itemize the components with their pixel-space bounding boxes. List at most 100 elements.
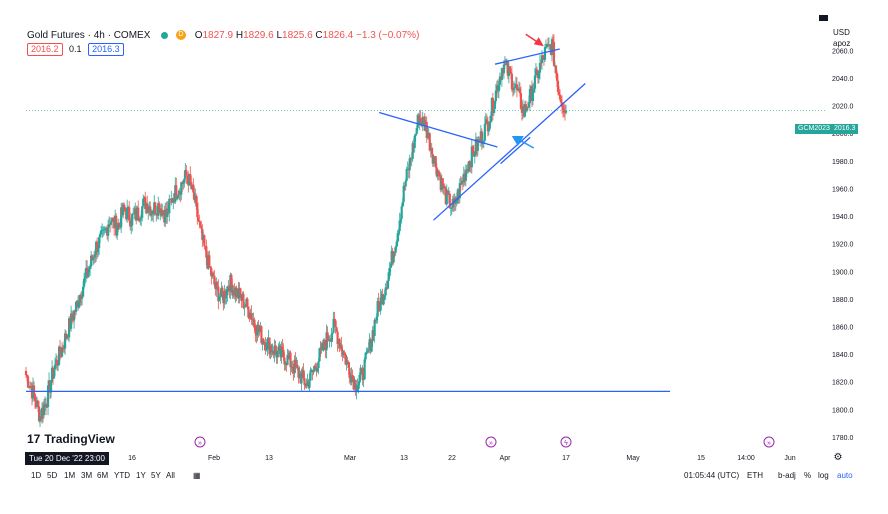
range-3m-button[interactable]: 3M <box>81 471 93 480</box>
x-tick-label: Feb <box>208 455 220 462</box>
candle-body <box>370 341 373 352</box>
back-adjust-button[interactable]: b-adj <box>778 471 796 480</box>
candle-body <box>554 65 558 73</box>
candle-body <box>305 383 308 387</box>
event-icon[interactable] <box>763 436 775 448</box>
candle-body <box>146 203 149 213</box>
candle-body <box>244 306 247 308</box>
auto-scale-button[interactable]: auto <box>837 471 853 480</box>
range-5d-button[interactable]: 5D <box>47 471 58 480</box>
candle-body <box>401 201 404 207</box>
x-tick-label: 22 <box>448 455 456 462</box>
candle-body <box>141 206 144 218</box>
candle-body <box>533 75 537 89</box>
candle-body <box>189 174 192 183</box>
ask-button[interactable]: 2016.3 <box>88 43 124 56</box>
candle-body <box>99 233 102 238</box>
candle-body <box>446 190 449 195</box>
candle-body <box>493 101 496 109</box>
candle-body <box>147 209 150 213</box>
candle-body <box>389 263 392 268</box>
x-tick-label: Apr <box>500 455 512 462</box>
clock-display[interactable]: 01:05:44 (UTC) <box>684 471 740 480</box>
candle-body <box>124 207 127 212</box>
candle-body <box>210 268 213 277</box>
scale-mode-select[interactable]: apoz <box>833 39 851 48</box>
candle-body <box>356 385 359 391</box>
range-6m-button[interactable]: 6M <box>97 471 109 480</box>
candle-body <box>331 332 334 335</box>
candle-body <box>182 183 185 185</box>
candle-body <box>131 214 134 226</box>
candle-body <box>449 208 452 209</box>
candle-body <box>421 116 424 127</box>
candle-body <box>254 325 257 334</box>
candle-body <box>162 210 165 213</box>
candle-body <box>82 286 85 297</box>
candle-body <box>291 366 294 369</box>
y-tick-label: 1880.0 <box>832 297 854 304</box>
eth-button[interactable]: ETH <box>747 471 763 480</box>
candle-body <box>175 185 178 200</box>
range-1y-button[interactable]: 1Y <box>136 471 146 480</box>
symbol-title[interactable]: Gold Futures · 4h · COMEX <box>27 30 151 41</box>
event-icon[interactable] <box>560 436 572 448</box>
event-icon[interactable] <box>485 436 497 448</box>
candle-body <box>109 224 112 225</box>
y-tick-label: 2000.0 <box>832 131 854 138</box>
range-all-button[interactable]: All <box>166 471 175 480</box>
candle-body <box>33 394 37 402</box>
candle-body <box>57 346 61 365</box>
candle-body <box>212 272 215 276</box>
range-5y-button[interactable]: 5Y <box>151 471 161 480</box>
bid-button[interactable]: 2016.2 <box>27 43 63 56</box>
candle-body <box>408 158 411 171</box>
candle-body <box>225 295 228 299</box>
x-tick-label: May <box>626 455 640 462</box>
candle-body <box>334 320 337 328</box>
candle-body <box>257 324 260 332</box>
candle-body <box>266 338 269 350</box>
candle-body <box>110 222 113 225</box>
log-scale-button[interactable]: log <box>818 471 829 480</box>
date-range-icon[interactable]: ▦ <box>193 471 201 480</box>
range-1d-button[interactable]: 1D <box>31 471 42 480</box>
percent-scale-button[interactable]: % <box>804 471 812 480</box>
trendline <box>433 83 586 221</box>
candle-body <box>53 364 57 370</box>
flag-icon[interactable] <box>819 15 828 21</box>
candle-body <box>49 382 53 393</box>
candle-body <box>540 55 544 64</box>
settings-gear-icon[interactable]: ⚙ <box>834 452 843 463</box>
candle-body <box>116 229 119 236</box>
candle-body <box>374 320 377 321</box>
trendline <box>500 136 531 165</box>
candle-body <box>519 93 523 109</box>
range-ytd-button[interactable]: YTD <box>114 471 130 480</box>
candle-body <box>247 306 250 318</box>
candle-body <box>276 350 279 358</box>
candle-body <box>282 349 285 358</box>
candle-body <box>209 266 212 269</box>
candle-body <box>314 366 317 369</box>
candle-body <box>527 103 531 108</box>
candle-body <box>281 346 284 350</box>
tradingview-logo[interactable]: 17 TradingView <box>27 432 115 446</box>
y-tick-label: 1920.0 <box>832 242 854 249</box>
candle-body <box>485 119 488 122</box>
event-icon[interactable] <box>194 436 206 448</box>
candle-body <box>387 272 390 281</box>
currency-select[interactable]: USD <box>833 28 850 37</box>
candle-body <box>473 154 476 157</box>
range-1m-button[interactable]: 1M <box>64 471 76 480</box>
candle-body <box>46 385 50 407</box>
candle-body <box>226 286 229 296</box>
candle-body <box>60 347 64 357</box>
candle-body <box>197 217 200 221</box>
candle-body <box>308 380 311 388</box>
symbol-legend: Gold Futures · 4h · COMEX D O1827.9 H182… <box>27 30 419 41</box>
red-arrow-head <box>533 37 544 47</box>
candle-body <box>528 88 532 104</box>
